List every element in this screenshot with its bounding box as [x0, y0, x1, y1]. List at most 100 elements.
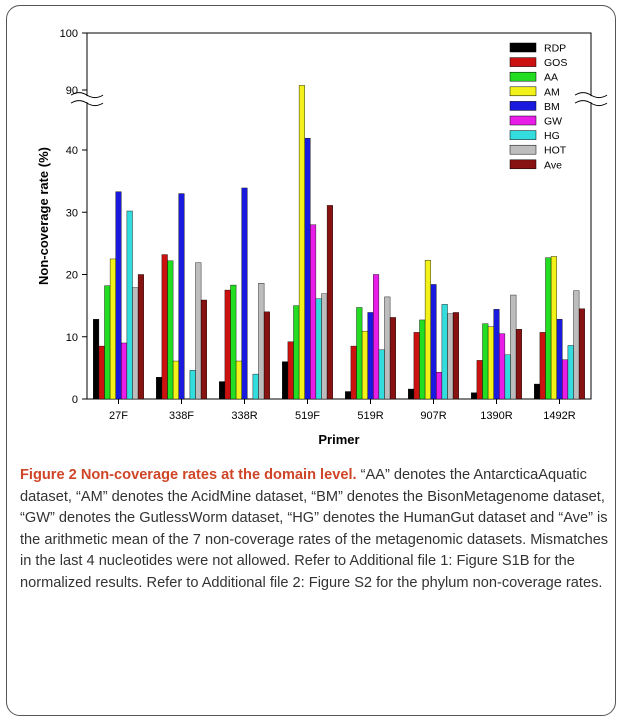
- legend-label-rdp: RDP: [544, 43, 566, 55]
- bar-hot-338f: [195, 262, 202, 400]
- x-tick-label: 907R: [420, 410, 446, 422]
- bar-gos-338r: [224, 289, 231, 400]
- caption-text: “AA” denotes the AntarcticaAquatic datas…: [20, 467, 609, 591]
- bar-gos-519r: [350, 345, 357, 400]
- bar-am-338f: [172, 360, 179, 400]
- bar-aa-907r: [419, 319, 426, 400]
- bar-bm-519f: [304, 137, 311, 400]
- legend-swatch-bm: [509, 101, 537, 111]
- bar-hot-338r: [258, 283, 265, 400]
- bar-gw-519r: [373, 274, 380, 400]
- y-tick-label: 30: [66, 207, 78, 219]
- legend-label-am: AM: [544, 86, 560, 98]
- bar-ave-338f: [200, 299, 207, 400]
- bar-aa-519r: [356, 307, 363, 400]
- bar-hot-1492r: [573, 290, 580, 400]
- bar-gw-1492r: [562, 359, 569, 400]
- bar-am-907r: [424, 259, 431, 400]
- legend-label-gw: GW: [544, 116, 562, 128]
- bar-bm-338f: [178, 193, 185, 400]
- y-tick-label: 100: [60, 28, 78, 40]
- bar-rdp-338f: [156, 377, 163, 400]
- bar-ave-27f: [137, 274, 144, 400]
- x-axis-title: Primer: [318, 432, 359, 447]
- legend-swatch-am: [509, 86, 537, 97]
- bar-aa-1390r: [482, 323, 489, 400]
- bar-rdp-1390r: [471, 392, 478, 400]
- bar-ave-519f: [326, 205, 333, 400]
- bar-hot-907r: [447, 313, 454, 400]
- bar-bm-1390r: [493, 309, 500, 400]
- x-tick-label: 519R: [357, 410, 383, 422]
- bar-ave-1492r: [578, 308, 585, 400]
- legend-swatch-gw: [509, 115, 537, 126]
- bar-aa-338r: [230, 284, 237, 400]
- bar-gos-907r: [413, 332, 420, 400]
- bar-rdp-519f: [282, 361, 289, 400]
- legend-label-aa: AA: [544, 72, 558, 84]
- bar-hg-519r: [378, 349, 385, 400]
- legend-swatch-ave: [509, 159, 537, 170]
- bar-bm-907r: [430, 284, 437, 400]
- bar-hg-907r: [441, 304, 448, 400]
- bar-rdp-338r: [219, 381, 226, 400]
- bar-hot-519r: [384, 296, 391, 400]
- bar-hg-519f: [315, 298, 322, 400]
- figure-frame: [6, 5, 616, 716]
- caption-title: Figure 2 Non-coverage rates at the domai…: [20, 467, 357, 483]
- axis-break-left: [70, 92, 104, 107]
- bar-bm-519r: [367, 312, 374, 400]
- legend-label-hg: HG: [544, 130, 560, 142]
- bar-hg-338f: [189, 370, 196, 400]
- bar-bm-1492r: [556, 319, 563, 400]
- bar-am-1492r: [550, 256, 557, 400]
- bar-am-27f: [109, 258, 116, 400]
- bar-gos-338f: [161, 254, 168, 400]
- bar-ave-519r: [389, 317, 396, 400]
- bar-gos-27f: [98, 345, 105, 400]
- x-tick-label: 1492R: [543, 410, 575, 422]
- x-tick-label: 338R: [231, 410, 257, 422]
- bar-aa-27f: [104, 285, 111, 400]
- legend-swatch-gos: [509, 57, 537, 67]
- bar-hg-1390r: [504, 354, 511, 400]
- bar-rdp-1492r: [534, 383, 541, 400]
- axis-break-right: [574, 92, 608, 107]
- bar-hot-519f: [321, 293, 328, 400]
- bar-bm-27f: [115, 191, 122, 400]
- bar-aa-519f: [293, 305, 300, 400]
- bar-hg-338r: [252, 373, 259, 400]
- legend-label-hot: HOT: [544, 145, 567, 157]
- y-tick-label: 90: [66, 85, 78, 97]
- y-tick-label: 10: [66, 332, 78, 344]
- y-tick-label: 40: [66, 145, 78, 157]
- axis-break-gap-right: [589, 96, 593, 103]
- bar-aa-338f: [167, 260, 174, 400]
- y-tick-label: 20: [66, 270, 78, 282]
- x-tick-label: 1390R: [480, 410, 512, 422]
- bar-am-338r: [235, 360, 242, 400]
- bar-gos-519f: [287, 341, 294, 400]
- y-tick-label: 0: [72, 394, 78, 406]
- bar-gw-907r: [436, 372, 443, 400]
- bar-hg-27f: [126, 210, 133, 400]
- plot-border: [86, 32, 592, 400]
- legend-swatch-rdp: [509, 42, 537, 53]
- bar-gos-1390r: [476, 360, 483, 400]
- bar-bm-338r: [241, 187, 248, 400]
- bar-am-1390r: [487, 326, 494, 400]
- bar-hot-1390r: [510, 294, 517, 400]
- bar-gos-1492r: [539, 332, 546, 400]
- legend-swatch-hg: [509, 130, 537, 140]
- bar-ave-338r: [263, 311, 270, 400]
- x-tick-label: 27F: [109, 410, 128, 422]
- bar-gw-1390r: [499, 333, 506, 400]
- x-tick-label: 519F: [295, 410, 320, 422]
- bar-ave-907r: [452, 312, 459, 400]
- legend-label-gos: GOS: [544, 57, 567, 69]
- bar-rdp-907r: [408, 388, 415, 400]
- bar-gw-27f: [121, 342, 128, 400]
- bar-hot-27f: [132, 287, 139, 400]
- bar-rdp-27f: [93, 319, 100, 400]
- bar-hg-1492r: [567, 345, 574, 400]
